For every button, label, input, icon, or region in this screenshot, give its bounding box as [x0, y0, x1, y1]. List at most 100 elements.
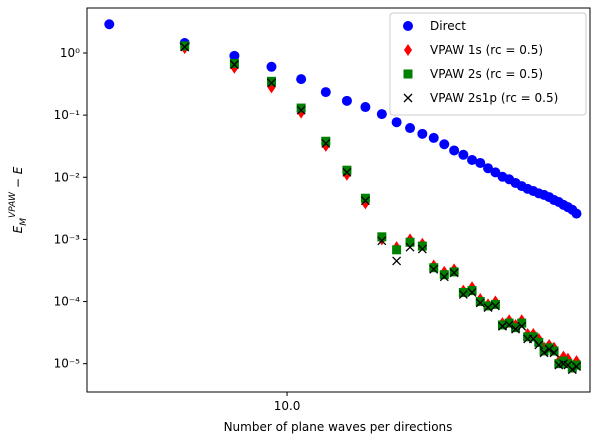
point	[458, 287, 468, 297]
point	[571, 208, 582, 219]
y-label-sub: M	[19, 218, 29, 226]
point	[341, 95, 352, 106]
x-tick-label: 10.0	[274, 399, 301, 413]
point	[417, 244, 427, 254]
point	[417, 241, 427, 251]
legend-label: Direct	[430, 19, 466, 33]
point	[391, 117, 402, 128]
point	[517, 321, 527, 331]
point	[266, 61, 277, 72]
point	[377, 232, 387, 242]
point	[229, 60, 239, 70]
x-axis-label: Number of plane waves per directions	[224, 420, 453, 434]
y-tick-label: 10⁻²	[54, 170, 81, 184]
point	[439, 139, 450, 150]
point	[180, 41, 190, 51]
point	[544, 343, 554, 353]
point	[517, 318, 527, 328]
point	[229, 50, 240, 61]
point	[296, 105, 306, 115]
point	[392, 245, 402, 255]
y-label-rest: − E	[11, 166, 25, 192]
point	[417, 128, 428, 139]
point	[320, 87, 331, 98]
point	[534, 340, 544, 350]
y-tick-label: 10⁻⁵	[54, 357, 81, 371]
point	[467, 154, 478, 165]
point	[321, 139, 331, 148]
point	[377, 236, 387, 246]
point	[571, 360, 581, 370]
legend-marker	[403, 69, 413, 79]
point	[475, 298, 485, 308]
point	[528, 332, 538, 342]
legend-marker	[403, 21, 413, 31]
legend-marker	[404, 44, 412, 56]
point	[296, 74, 307, 85]
point	[458, 289, 468, 299]
point	[549, 346, 559, 356]
point	[534, 337, 544, 347]
point	[296, 103, 306, 113]
point	[342, 167, 352, 177]
point	[539, 348, 549, 358]
point	[405, 242, 415, 252]
point	[458, 149, 469, 160]
y-label-sup: VPAW	[8, 191, 18, 218]
point	[405, 123, 416, 134]
point	[449, 268, 459, 278]
point	[483, 301, 493, 311]
point	[267, 78, 276, 88]
legend-label: VPAW 2s (rc = 0.5)	[430, 67, 543, 81]
point	[523, 332, 533, 342]
y-axis-label: EMVPAW − E	[8, 166, 29, 233]
point	[490, 301, 500, 311]
point	[497, 321, 507, 331]
point	[392, 256, 402, 266]
point	[504, 320, 514, 330]
point	[483, 163, 494, 174]
legend-label: VPAW 2s1p (rc = 0.5)	[430, 91, 558, 105]
point	[360, 102, 371, 113]
point	[544, 344, 554, 354]
y-tick-label: 10⁰	[60, 46, 80, 60]
legend-label: VPAW 1s (rc = 0.5)	[430, 43, 543, 57]
legend-box	[389, 12, 587, 116]
point	[467, 286, 477, 296]
point	[449, 145, 460, 156]
point	[483, 303, 493, 313]
point	[229, 58, 239, 68]
plot-frame	[86, 7, 591, 393]
point	[180, 42, 190, 52]
point	[439, 270, 449, 280]
point	[104, 19, 115, 30]
point	[467, 287, 477, 297]
point	[475, 297, 485, 307]
point	[360, 196, 370, 206]
point	[490, 299, 500, 309]
point	[376, 109, 387, 120]
point	[439, 272, 449, 282]
point	[511, 324, 521, 334]
y-tick-label: 10⁻³	[54, 232, 81, 246]
point	[321, 136, 331, 146]
point	[511, 323, 521, 333]
point	[405, 237, 415, 247]
point	[266, 76, 276, 86]
legend-marker	[403, 93, 413, 103]
point	[429, 263, 439, 273]
point	[554, 359, 564, 369]
point	[428, 132, 439, 143]
point	[572, 362, 581, 371]
point	[342, 165, 352, 175]
point	[549, 348, 559, 358]
point	[567, 365, 577, 375]
point	[539, 346, 549, 356]
point	[475, 157, 486, 168]
y-tick-label: 10⁻¹	[54, 108, 81, 122]
point	[360, 193, 370, 203]
point	[497, 320, 507, 330]
y-label-base: E	[11, 225, 25, 233]
